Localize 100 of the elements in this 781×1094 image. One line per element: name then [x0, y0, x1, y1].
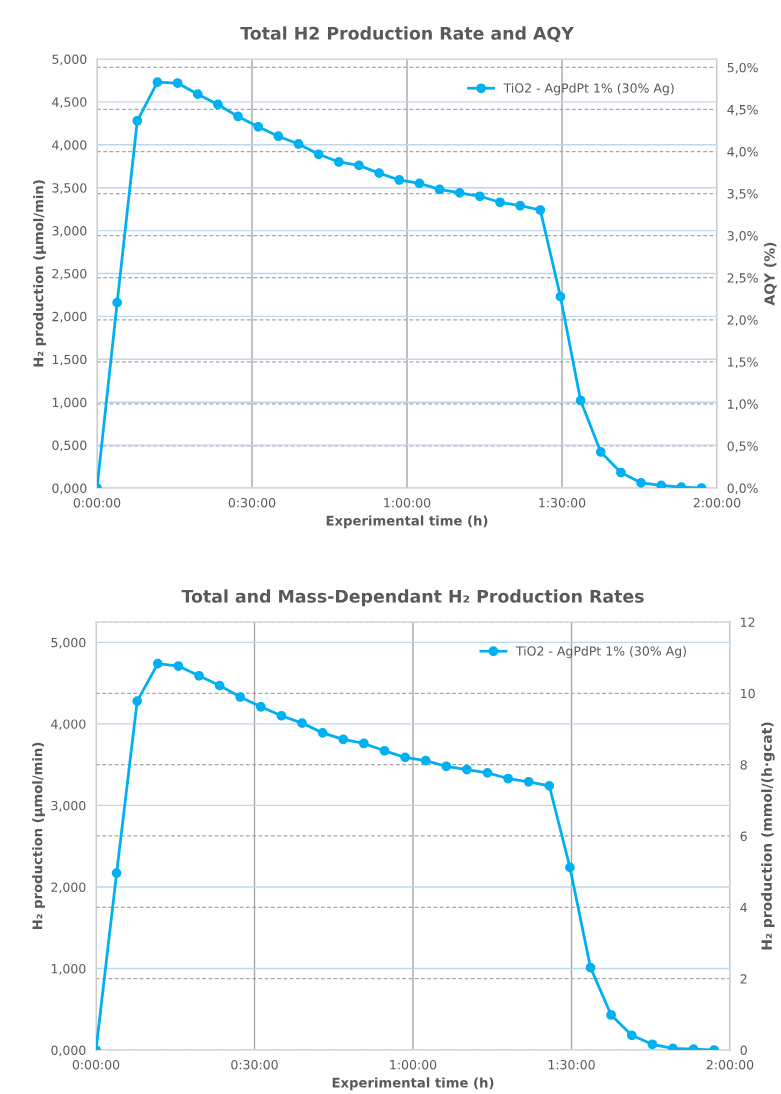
y-tick-label: 5,000 [52, 54, 87, 66]
y2-tick-label: 0 [740, 1045, 747, 1055]
chart-title: Total H2 Production Rate and AQY [240, 26, 574, 43]
y2-tick-label: 1,5% [728, 357, 758, 369]
y-tick-label: 3,000 [52, 226, 87, 237]
point [194, 670, 204, 681]
y-axis-title: H₂ production (µmol/min) [33, 180, 46, 367]
point [503, 773, 513, 784]
point [462, 764, 472, 775]
point [317, 728, 328, 738]
y-tick-label: 1,000 [51, 963, 86, 975]
x-tick-label: 0:30:00 [228, 497, 276, 508]
y-tick-label: 4,000 [51, 719, 86, 731]
point [273, 131, 284, 142]
legend-label: TiO2 - AgPdPt 1% (30% Ag) [503, 83, 674, 96]
y-tick-label: 0,500 [52, 440, 87, 452]
point [394, 175, 405, 185]
x-tick-label: 2:00:00 [693, 497, 741, 508]
x-axis-title: Experimental time (h) [326, 515, 488, 529]
point [482, 767, 493, 778]
y2-tick-label: 4,0% [727, 147, 758, 158]
point [112, 297, 123, 308]
y2-tick-label: 4 [740, 902, 747, 913]
y-tick-label: 4,000 [52, 140, 87, 151]
point [441, 761, 452, 772]
point [414, 178, 425, 189]
y2-tick-label: 5,0% [727, 62, 758, 74]
x-tick-label: 1:00:00 [390, 1059, 437, 1070]
y2-tick-label: 6 [740, 831, 747, 841]
y2-tick-label: 8 [740, 760, 747, 770]
point [313, 149, 324, 160]
x-tick-label: 1:00:00 [384, 497, 431, 508]
point [565, 862, 575, 873]
point [495, 197, 505, 208]
y-tick-label: 4,500 [52, 97, 87, 109]
point [297, 718, 307, 728]
point [338, 734, 349, 745]
x-tick-label: 0:00:00 [72, 1059, 120, 1070]
y-tick-label: 1,000 [52, 397, 87, 409]
point [595, 447, 606, 457]
y2-tick-label: 0,5% [727, 441, 758, 453]
x-axis-title: Experimental time (h) [332, 1077, 494, 1091]
y2-tick-label: 3,5% [727, 189, 758, 200]
y2-axis-title: AQY (%) [764, 242, 777, 306]
x-tick-label: 1:30:00 [548, 1059, 595, 1070]
point [585, 962, 596, 973]
point [235, 692, 246, 702]
x-tick-label: 1:30:00 [539, 497, 586, 508]
point [636, 477, 646, 488]
y2-tick-label: 10 [741, 688, 755, 699]
point [454, 187, 465, 198]
point [379, 745, 390, 756]
y-tick-label: 3,500 [52, 183, 87, 194]
x-tick-label: 0:30:00 [231, 1059, 278, 1070]
point [400, 752, 410, 763]
y-tick-label: 2,500 [52, 268, 87, 280]
point [656, 480, 667, 488]
y2-tick-label: 4,5% [727, 104, 758, 116]
point [132, 115, 143, 126]
y2-tick-label: 3,0% [727, 231, 758, 242]
point [276, 710, 287, 721]
point [647, 1039, 658, 1050]
point [152, 658, 163, 669]
y-axis-title: H₂ production (µmol/min) [32, 742, 45, 930]
point [626, 1030, 637, 1041]
point [575, 395, 586, 406]
y-tick-label: 3,000 [51, 800, 86, 812]
y2-tick-label: 2,5% [727, 273, 758, 284]
point [420, 755, 431, 766]
point [333, 157, 344, 167]
point [434, 184, 445, 195]
point [152, 77, 163, 88]
point [214, 680, 225, 691]
x-tick-label: 0:00:00 [73, 497, 121, 508]
y-tick-label: 0,000 [51, 1045, 86, 1057]
y-tick-label: 0,000 [52, 483, 87, 495]
legend-label: TiO2 - AgPdPt 1% (30% Ag) [515, 646, 686, 659]
point [173, 661, 184, 671]
point [255, 701, 266, 712]
point [354, 160, 364, 171]
point [535, 205, 546, 215]
x-tick-label: 2:00:00 [706, 1059, 754, 1070]
y2-tick-label: 1,0% [728, 399, 758, 411]
point [544, 781, 555, 791]
point [293, 139, 304, 149]
point [233, 111, 243, 122]
y2-tick-label: 12 [741, 617, 755, 627]
point [616, 467, 626, 478]
point [523, 776, 534, 787]
point [359, 738, 369, 749]
point [192, 89, 203, 100]
y-tick-label: 1,500 [52, 354, 87, 366]
y2-tick-label: 0,0% [727, 483, 758, 495]
y-tick-label: 5,000 [51, 637, 86, 649]
y-tick-label: 2,000 [52, 311, 87, 323]
point [111, 868, 122, 878]
y-tick-label: 2,000 [51, 882, 86, 894]
point [132, 696, 143, 706]
y2-tick-label: 2,0% [727, 315, 758, 326]
chart-title: Total and Mass-Dependant H₂ Production Rates [181, 589, 644, 607]
